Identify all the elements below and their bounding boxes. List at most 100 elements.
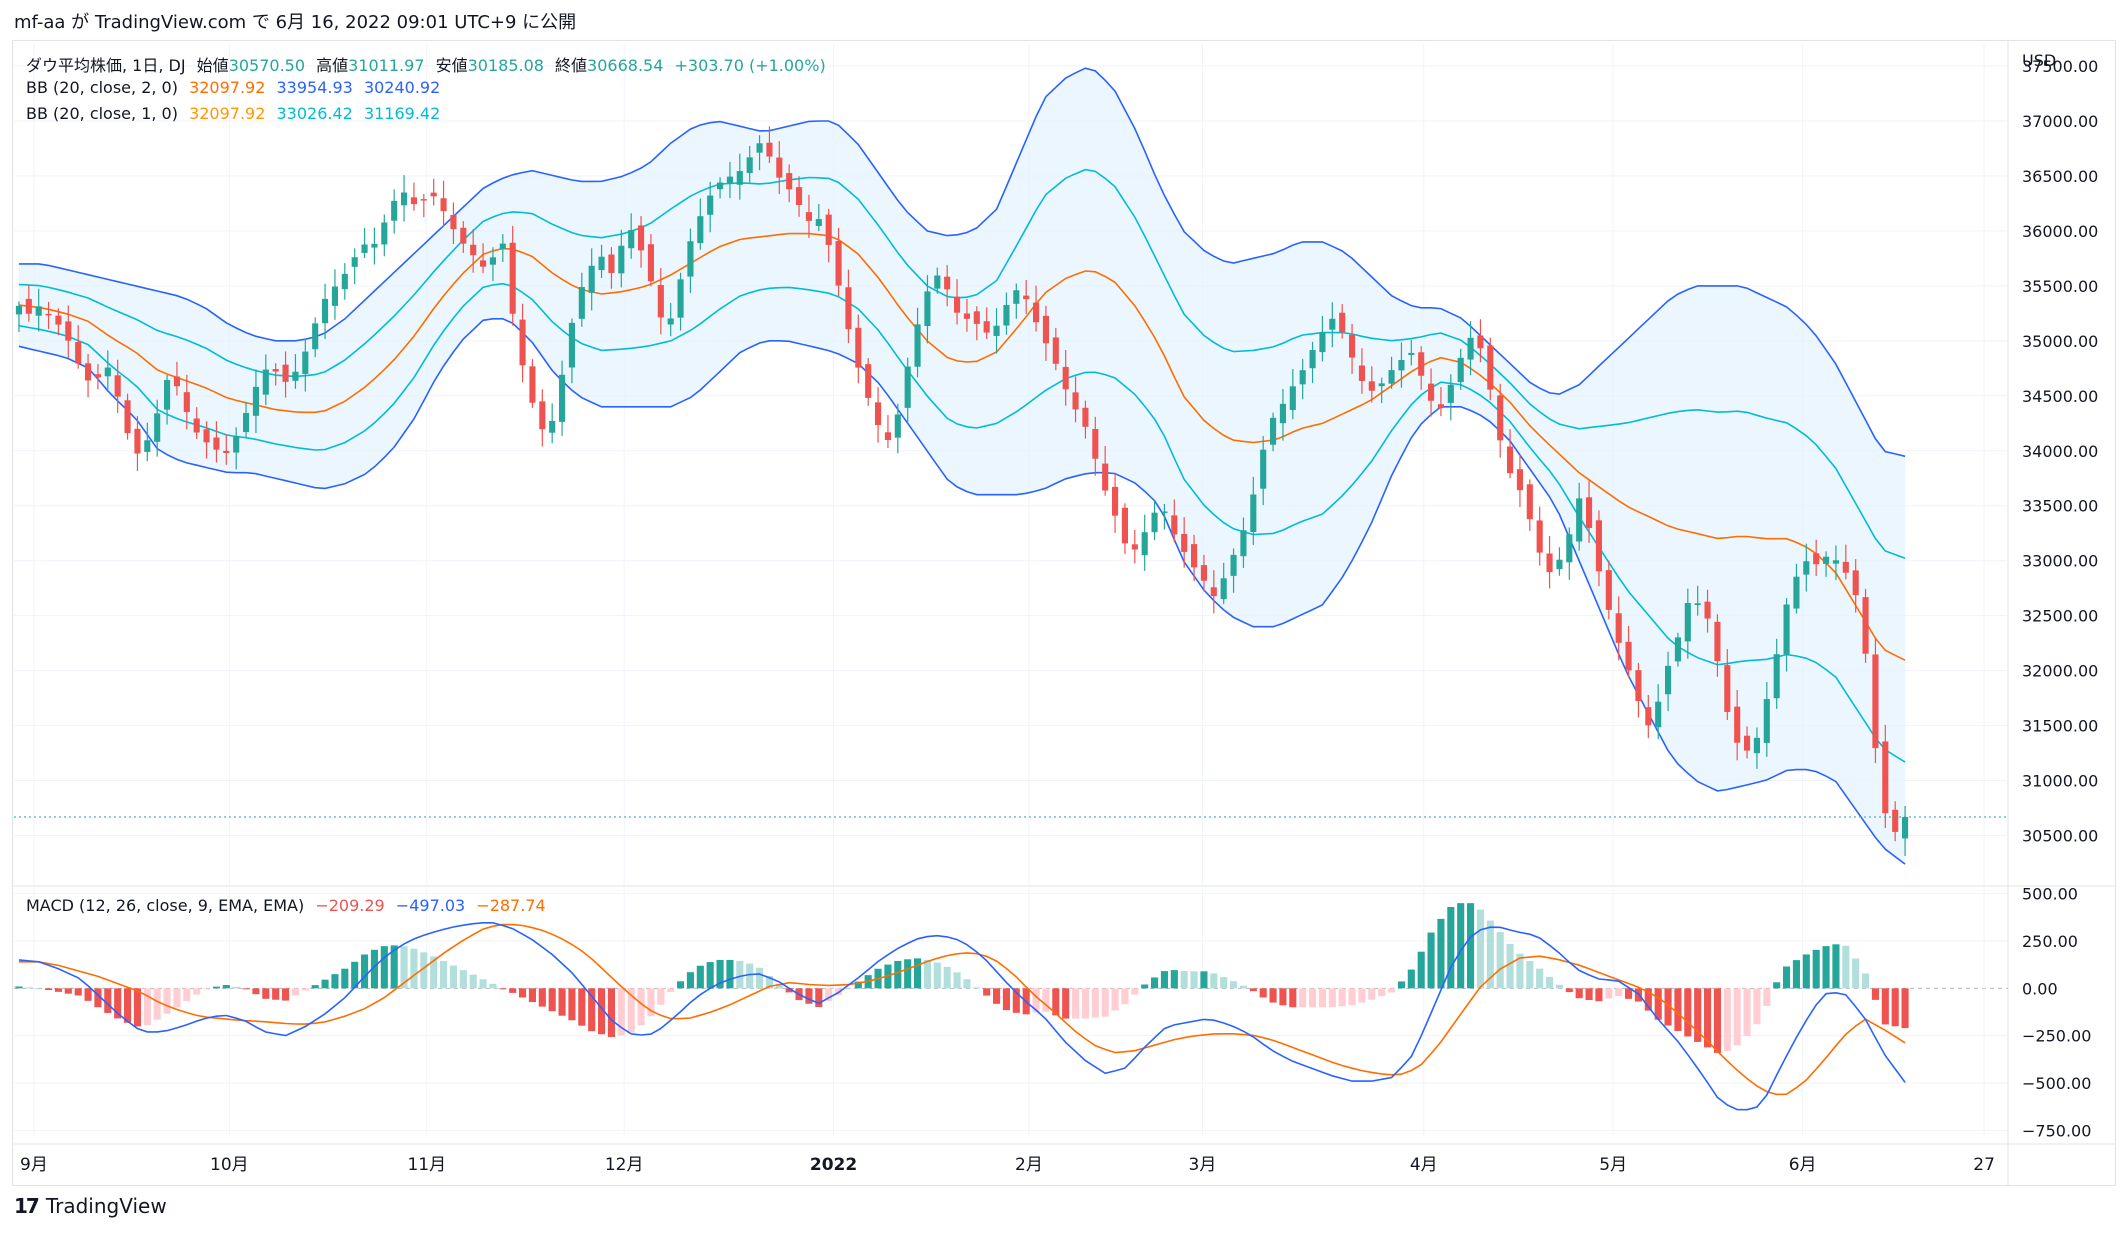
candle-body xyxy=(1852,570,1859,596)
candle-body xyxy=(805,212,812,221)
macd-histogram-bar xyxy=(647,988,655,1017)
macd-pane[interactable] xyxy=(15,903,1909,1111)
candle-body xyxy=(509,242,516,314)
price-tick-label: 35500.00 xyxy=(2022,277,2098,296)
legend-change: +303.70 (+1.00%) xyxy=(674,56,826,75)
candle-body xyxy=(351,257,358,267)
candle-body xyxy=(1299,370,1306,385)
chart-frame[interactable] xyxy=(12,40,2116,1186)
macd-histogram-bar xyxy=(1812,949,1820,989)
candle-body xyxy=(1635,670,1642,702)
candle-body xyxy=(539,401,546,430)
macd-histogram-bar xyxy=(538,988,546,1007)
macd-histogram-bar xyxy=(1230,981,1238,989)
macd-histogram-bar xyxy=(548,988,556,1012)
macd-histogram-bar xyxy=(627,988,635,1033)
candle-body xyxy=(835,241,842,286)
candle-body xyxy=(1793,576,1800,609)
candle-body xyxy=(1586,497,1593,528)
legend-macd-hist: −209.29 xyxy=(315,896,385,915)
candle-body xyxy=(1279,403,1286,424)
candle-body xyxy=(282,364,289,382)
candle-body xyxy=(203,429,210,443)
candle-body xyxy=(1526,484,1533,520)
macd-histogram-bar xyxy=(598,988,606,1035)
candle-body xyxy=(124,400,131,434)
candle-body xyxy=(1892,809,1899,832)
legend-macd-label: MACD (12, 26, close, 9, EMA, EMA) xyxy=(26,896,305,915)
currency-label: USD xyxy=(2022,51,2056,70)
macd-histogram-bar xyxy=(568,988,576,1021)
macd-histogram-bar xyxy=(1536,968,1544,989)
candle-body xyxy=(1467,337,1474,360)
legend-high: 31011.97 xyxy=(348,56,425,75)
macd-histogram-bar xyxy=(15,986,23,989)
macd-histogram-bar xyxy=(785,988,793,993)
price-tick-label: 37000.00 xyxy=(2022,112,2098,131)
candle-body xyxy=(1447,384,1454,403)
macd-histogram-bar xyxy=(775,984,783,989)
macd-histogram-bar xyxy=(1615,988,1623,997)
legend-bb2-label: BB (20, close, 2, 0) xyxy=(26,78,178,97)
candle-body xyxy=(746,157,753,174)
macd-tick-label: 500.00 xyxy=(2022,885,2078,904)
candle-body xyxy=(1418,352,1425,376)
macd-signal-line xyxy=(18,923,1906,1096)
candle-body xyxy=(1487,345,1494,390)
macd-histogram-bar xyxy=(993,988,1001,1004)
candle-body xyxy=(963,313,970,319)
macd-histogram-bar xyxy=(1190,971,1198,989)
macd-histogram-bar xyxy=(617,988,625,1036)
macd-histogram-bar xyxy=(499,988,507,990)
time-tick-label: 27 xyxy=(1973,1155,1995,1175)
candle-body xyxy=(796,187,803,206)
macd-histogram-bar xyxy=(262,988,270,999)
candle-body xyxy=(1753,737,1760,754)
candle-body xyxy=(904,366,911,408)
candle-body xyxy=(1882,741,1889,814)
candle-body xyxy=(391,200,398,221)
candle-body xyxy=(638,225,645,251)
candle-body xyxy=(973,311,980,324)
candle-body xyxy=(1674,637,1681,662)
macd-histogram-bar xyxy=(844,988,852,990)
macd-histogram-bar xyxy=(904,959,912,989)
footer-brand[interactable]: 17 TradingView xyxy=(14,1194,167,1218)
macd-histogram-bar xyxy=(1871,988,1879,1000)
macd-tick-label: −250.00 xyxy=(2022,1027,2091,1046)
candle-body xyxy=(519,319,526,366)
bb1-upper-line xyxy=(18,168,1906,559)
macd-histogram-bar xyxy=(1111,988,1119,1011)
macd-histogram-bar xyxy=(1081,988,1089,1019)
candle-body xyxy=(1329,318,1336,330)
legend-bb1-label: BB (20, close, 1, 0) xyxy=(26,104,178,123)
candle-body xyxy=(1141,532,1148,556)
candle-body xyxy=(1102,463,1109,491)
legend-bb1: BB (20, close, 1, 0) 32097.92 33026.42 3… xyxy=(26,104,446,123)
macd-tick-label: 250.00 xyxy=(2022,932,2078,951)
macd-histogram-bar xyxy=(400,946,408,989)
candle-body xyxy=(726,176,733,184)
candle-body xyxy=(549,420,556,433)
candle-body xyxy=(1171,515,1178,535)
macd-histogram-bar xyxy=(657,988,665,1005)
candle-body xyxy=(45,313,52,316)
candle-body xyxy=(1872,654,1879,749)
price-tick-label: 34500.00 xyxy=(2022,387,2098,406)
macd-histogram-bar xyxy=(242,988,250,990)
candle-body xyxy=(944,276,951,290)
candle-body xyxy=(193,418,200,433)
candle-body xyxy=(697,216,704,244)
macd-histogram-bar xyxy=(321,979,329,989)
candle-body xyxy=(608,254,615,273)
macd-histogram-bar xyxy=(1091,988,1099,1018)
candle-body xyxy=(1230,554,1237,576)
macd-histogram-bar xyxy=(1062,988,1070,1019)
macd-histogram-bar xyxy=(163,988,171,1014)
candle-body xyxy=(875,402,882,426)
candle-body xyxy=(677,279,684,318)
price-pane[interactable] xyxy=(14,67,2008,865)
candle-body xyxy=(104,367,111,377)
macd-histogram-bar xyxy=(667,988,675,992)
